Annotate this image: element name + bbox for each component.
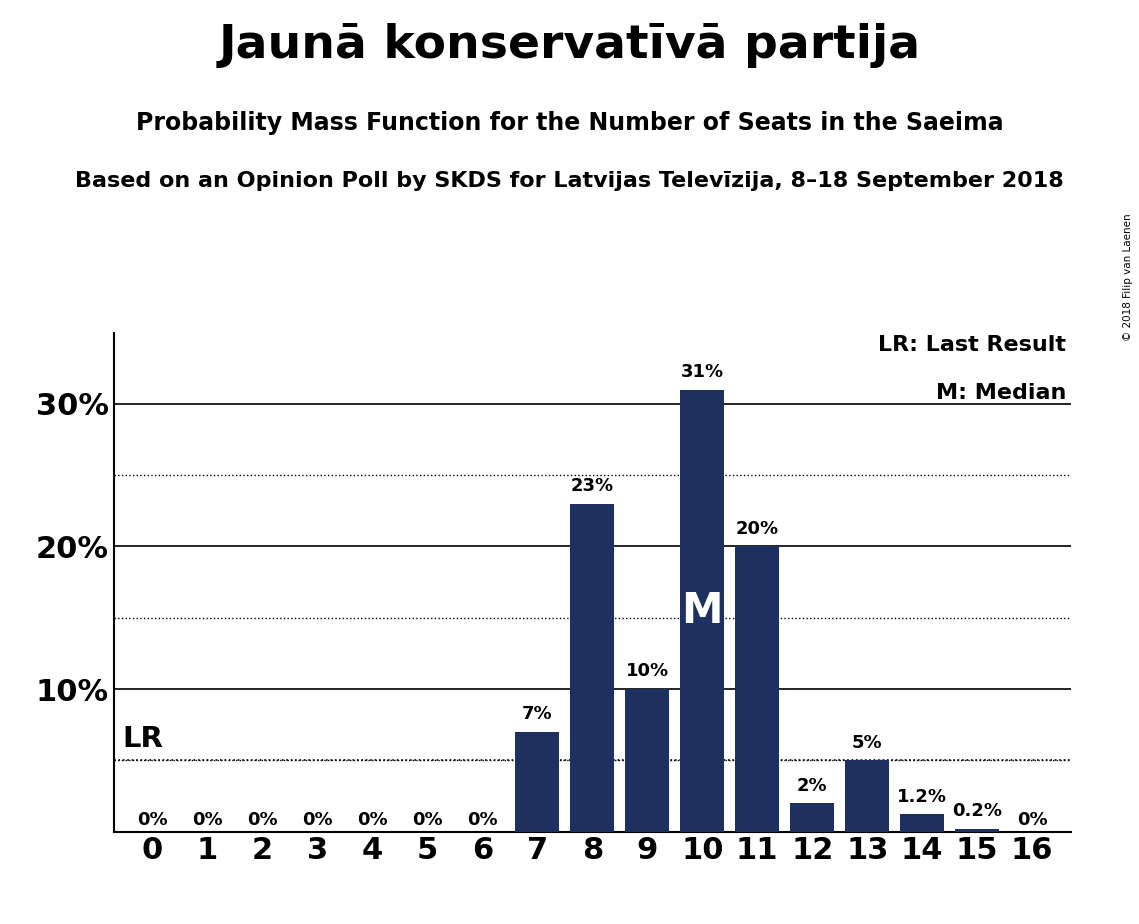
Text: © 2018 Filip van Laenen: © 2018 Filip van Laenen [1123, 213, 1133, 341]
Bar [515, 732, 559, 832]
Bar [680, 390, 724, 832]
Text: M: Median: M: Median [935, 383, 1066, 403]
Bar [736, 546, 779, 832]
Bar [571, 504, 614, 832]
Bar [845, 760, 890, 832]
Text: 0%: 0% [137, 810, 167, 829]
Text: LR: Last Result: LR: Last Result [878, 335, 1066, 355]
Text: Based on an Opinion Poll by SKDS for Latvijas Televīzija, 8–18 September 2018: Based on an Opinion Poll by SKDS for Lat… [75, 171, 1064, 191]
Text: 0%: 0% [247, 810, 278, 829]
Text: 0.2%: 0.2% [952, 802, 1002, 821]
Bar [625, 689, 670, 832]
Bar [900, 814, 944, 832]
Text: 0%: 0% [467, 810, 498, 829]
Text: 0%: 0% [192, 810, 223, 829]
Text: 0%: 0% [302, 810, 333, 829]
Text: 31%: 31% [681, 363, 723, 381]
Text: 0%: 0% [357, 810, 387, 829]
Text: 5%: 5% [852, 734, 883, 752]
Bar [956, 829, 999, 832]
Text: 0%: 0% [1017, 810, 1048, 829]
Text: 23%: 23% [571, 477, 614, 495]
Text: Jaunā konservatīvā partija: Jaunā konservatīvā partija [219, 23, 920, 68]
Text: 2%: 2% [797, 776, 828, 795]
Text: M: M [681, 590, 723, 632]
Text: 0%: 0% [412, 810, 443, 829]
Text: 1.2%: 1.2% [898, 788, 948, 806]
Text: 7%: 7% [522, 705, 552, 723]
Bar [790, 803, 834, 832]
Text: 10%: 10% [625, 663, 669, 680]
Text: 20%: 20% [736, 520, 779, 538]
Text: LR: LR [122, 725, 163, 753]
Text: Probability Mass Function for the Number of Seats in the Saeima: Probability Mass Function for the Number… [136, 111, 1003, 135]
